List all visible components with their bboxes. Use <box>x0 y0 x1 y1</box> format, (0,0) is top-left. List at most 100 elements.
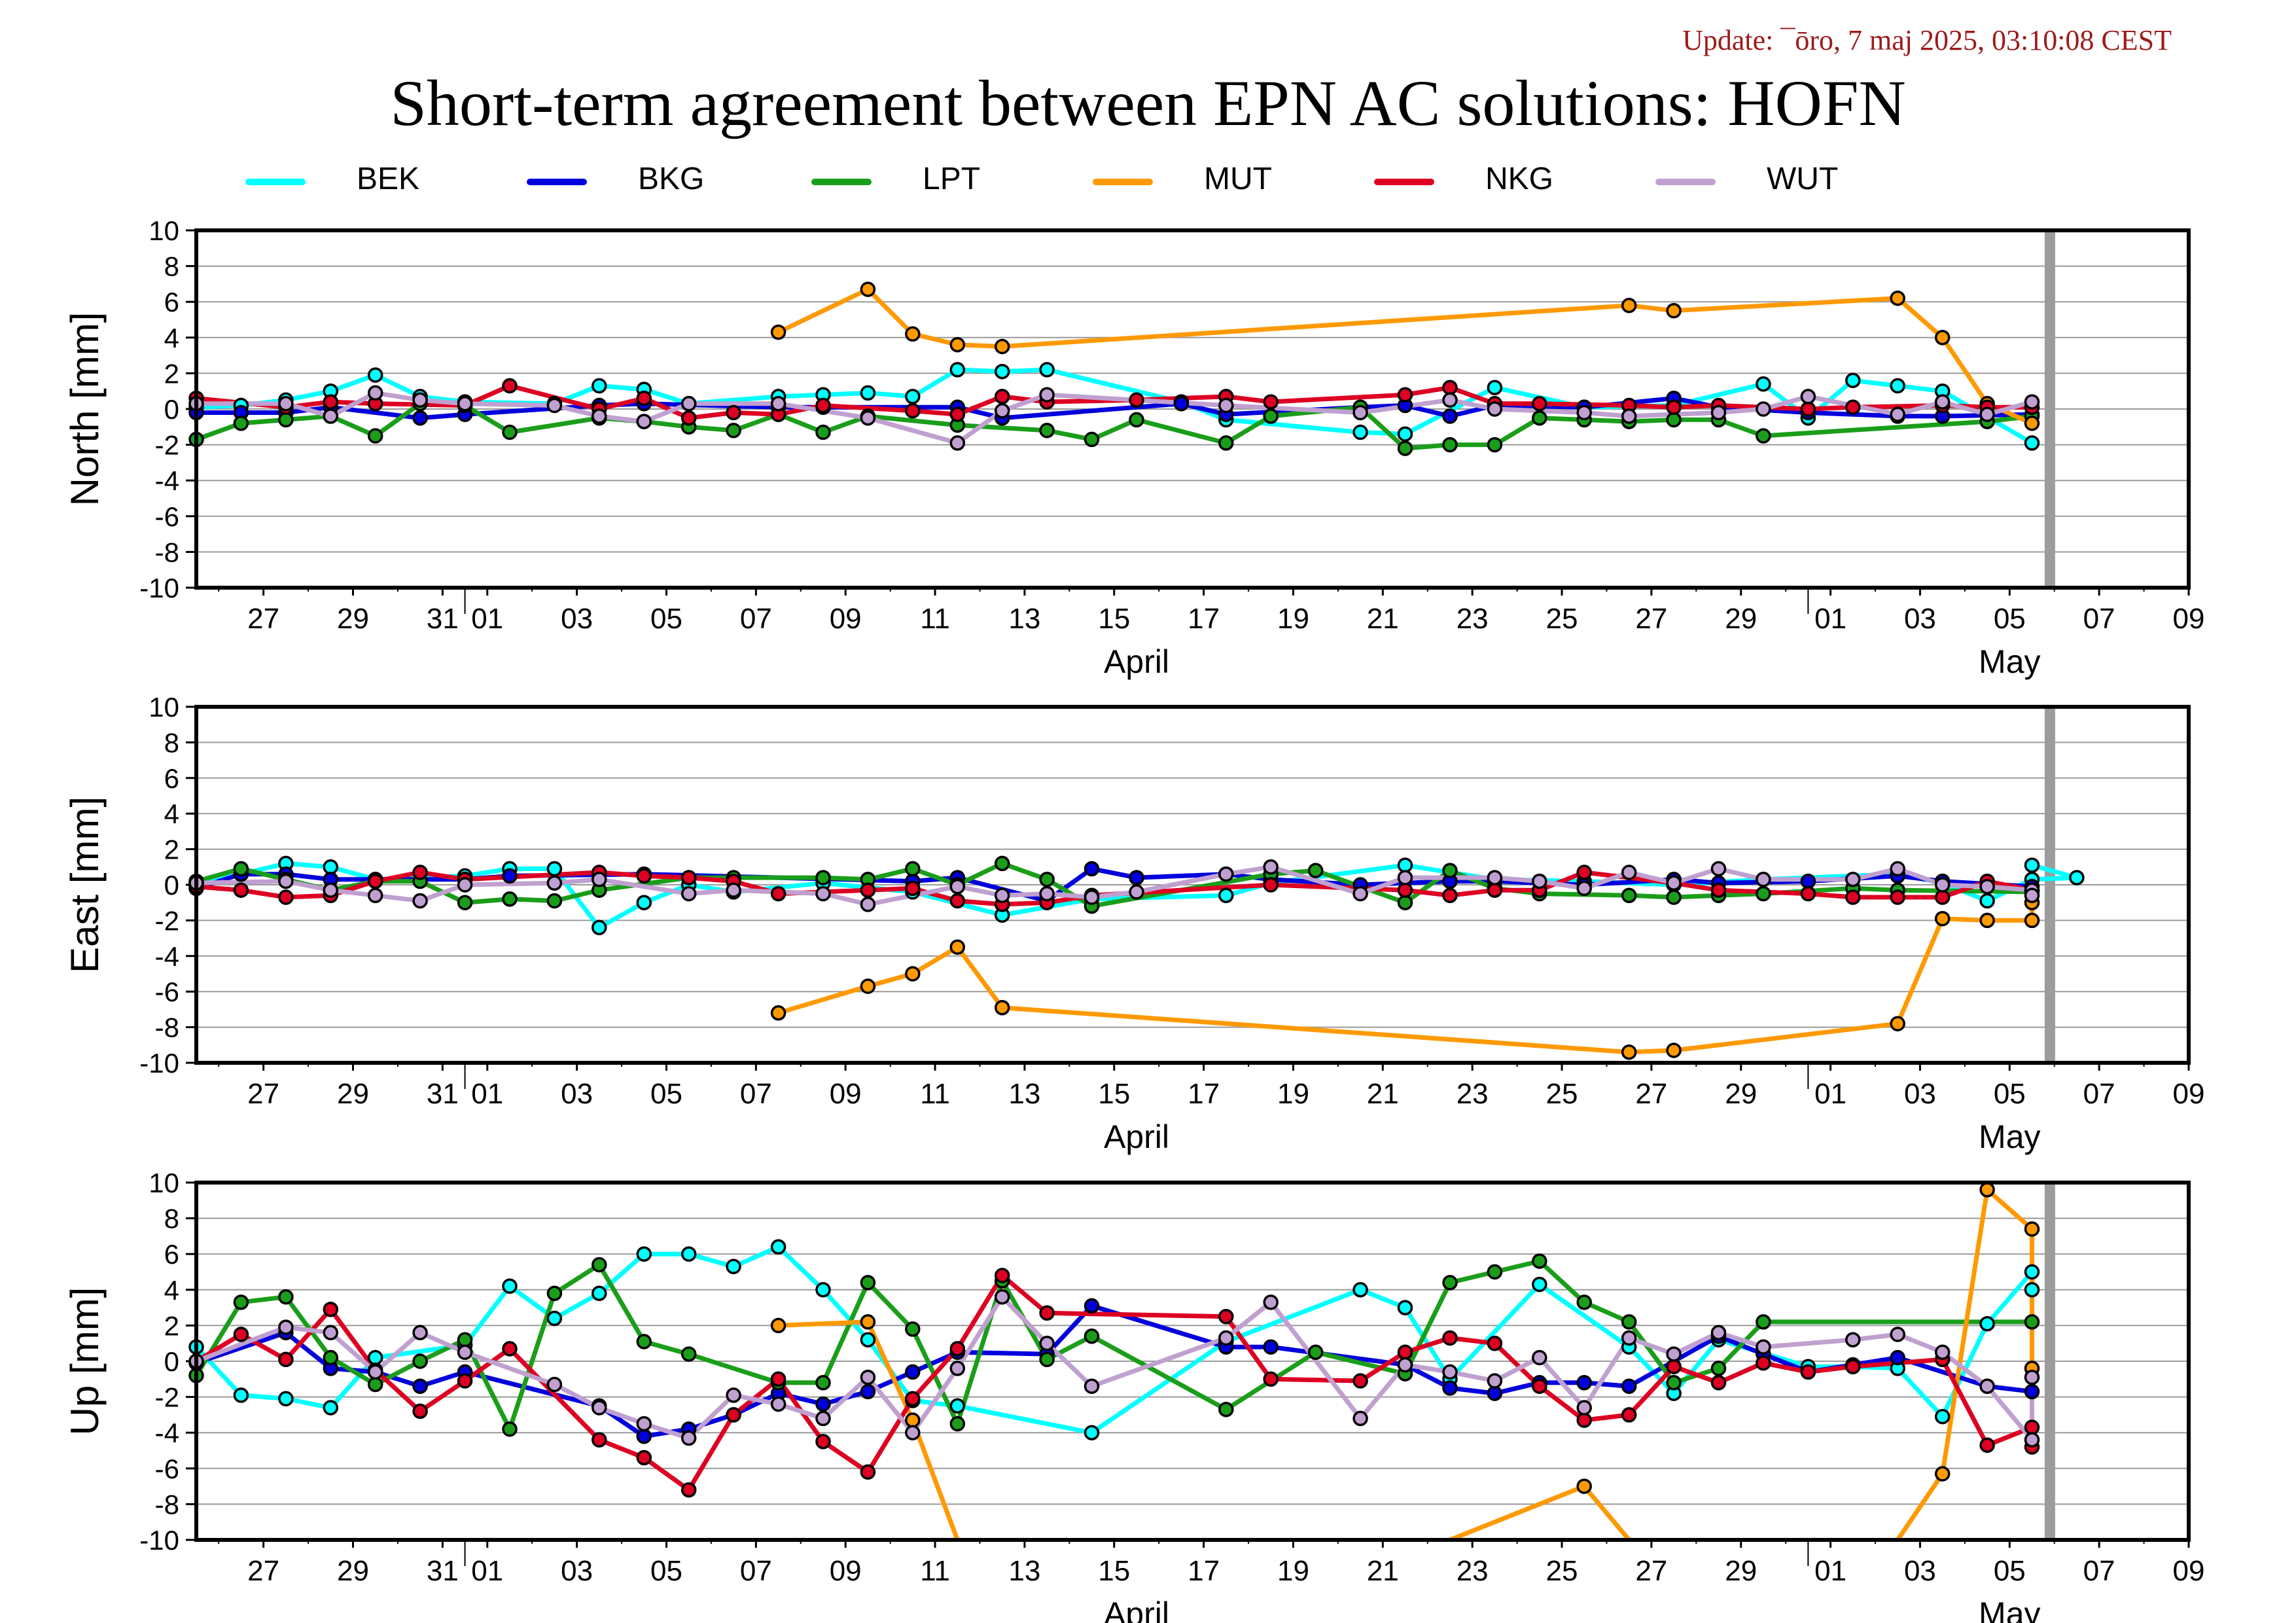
data-point-wut <box>1352 404 1368 421</box>
data-point-nkg <box>1442 887 1458 904</box>
x-tick-label: 07 <box>740 1555 772 1587</box>
data-point-mut <box>949 939 966 955</box>
data-point-bek <box>367 1349 383 1366</box>
y-tick-label: 0 <box>164 1346 179 1377</box>
data-point-lpt <box>546 893 563 909</box>
data-point-mut <box>1621 297 1637 313</box>
data-point-mut <box>1934 910 1951 927</box>
y-tick-label: 0 <box>164 394 179 425</box>
data-point-nkg <box>1800 1364 1816 1380</box>
data-point-wut <box>278 396 294 412</box>
data-point-lpt <box>1442 863 1458 878</box>
data-point-nkg <box>1129 392 1144 408</box>
y-axis-label: North [mm] <box>63 312 107 507</box>
data-point-lpt <box>1756 885 1771 902</box>
data-point-nkg <box>815 1434 831 1450</box>
data-point-nkg <box>770 885 786 902</box>
data-point-bkg <box>1442 1380 1458 1396</box>
data-point-lpt <box>949 1416 966 1432</box>
x-tick-label: 29 <box>337 1555 369 1587</box>
data-point-nkg <box>1979 1437 1995 1454</box>
x-tick-label: 07 <box>740 1078 772 1110</box>
data-point-mut <box>1890 290 1905 306</box>
data-point-mut <box>1934 330 1951 346</box>
x-tick-label: 05 <box>650 603 682 635</box>
data-point-wut <box>1756 872 1771 887</box>
data-point-bek <box>949 1398 966 1414</box>
data-point-lpt <box>502 424 518 440</box>
data-point-nkg <box>1800 885 1816 902</box>
legend-label-nkg: NKG <box>1485 162 1554 196</box>
data-point-lpt <box>592 1257 607 1273</box>
data-point-lpt <box>636 1334 652 1349</box>
x-tick-label: 23 <box>1457 603 1489 635</box>
x-tick-label: 25 <box>1546 1555 1578 1587</box>
data-point-nkg <box>905 880 921 897</box>
data-point-wut <box>1487 401 1503 417</box>
data-point-wut <box>1218 866 1234 882</box>
data-point-wut <box>546 397 563 414</box>
x-tick-label: 31 <box>427 603 459 635</box>
data-point-bek <box>592 378 607 394</box>
data-point-lpt <box>905 861 921 877</box>
x-tick-label: 11 <box>920 603 950 635</box>
data-point-wut <box>815 1410 831 1427</box>
x-tick-label: 05 <box>1994 603 2026 635</box>
x-tick-label: 01 <box>471 1555 503 1587</box>
data-point-bkg <box>412 1378 428 1394</box>
data-point-nkg <box>1487 1335 1503 1351</box>
data-point-nkg <box>949 406 966 422</box>
data-point-nkg <box>1532 1378 1547 1394</box>
data-point-wut <box>546 875 563 891</box>
y-tick-label: 4 <box>164 323 179 353</box>
y-axis-label: East [mm] <box>63 796 107 973</box>
y-tick-label: 4 <box>164 798 179 829</box>
data-point-wut <box>949 878 966 895</box>
x-tick-label: 01 <box>471 603 503 635</box>
data-point-lpt <box>1084 1329 1100 1344</box>
data-point-mut <box>860 978 876 994</box>
data-point-lpt <box>457 895 473 910</box>
data-point-lpt <box>412 1353 428 1369</box>
data-point-lpt <box>1621 1314 1637 1330</box>
y-tick-label: -4 <box>155 465 179 496</box>
data-point-bkg <box>1129 870 1144 885</box>
data-point-wut <box>1218 1330 1234 1346</box>
data-point-bek <box>2024 1264 2040 1280</box>
data-point-lpt <box>1666 889 1682 905</box>
data-point-bek <box>1397 857 1413 873</box>
x-tick-label: 31 <box>427 1078 459 1110</box>
data-point-nkg <box>1800 401 1816 417</box>
legend-swatch-mut <box>1093 179 1153 185</box>
data-point-bek <box>592 1285 607 1302</box>
data-point-wut <box>1397 1357 1413 1373</box>
y-tick-label: 10 <box>149 215 179 246</box>
data-point-nkg <box>636 390 652 406</box>
data-point-lpt <box>815 1375 831 1391</box>
legend-swatch-bkg <box>527 179 587 185</box>
data-point-bek <box>1352 1282 1368 1298</box>
x-tick-label: 19 <box>1277 603 1309 635</box>
data-point-bek <box>770 1239 786 1255</box>
data-point-mut <box>2024 1221 2040 1237</box>
data-point-bek <box>636 895 652 910</box>
y-tick-label: -6 <box>155 501 179 532</box>
x-tick-label: 17 <box>1188 1078 1220 1110</box>
data-point-bek <box>1397 426 1413 442</box>
series-line-mut <box>1449 1484 1631 1540</box>
x-tick-label: 15 <box>1098 1078 1130 1110</box>
data-point-bek <box>323 1400 339 1416</box>
data-point-mut <box>905 966 921 982</box>
data-point-bek <box>1890 378 1905 394</box>
x-tick-label: 13 <box>1008 603 1040 635</box>
data-point-wut <box>412 1325 428 1341</box>
data-point-mut <box>1934 1466 1951 1482</box>
data-point-wut <box>1263 859 1279 875</box>
data-point-wut <box>1979 1378 1995 1394</box>
data-point-lpt <box>2024 1314 2040 1330</box>
data-point-bkg <box>1800 873 1816 889</box>
y-tick-label: -8 <box>155 1489 179 1520</box>
data-point-mut <box>1979 912 1995 929</box>
data-point-nkg <box>994 389 1010 404</box>
data-point-wut <box>2024 1369 2040 1385</box>
